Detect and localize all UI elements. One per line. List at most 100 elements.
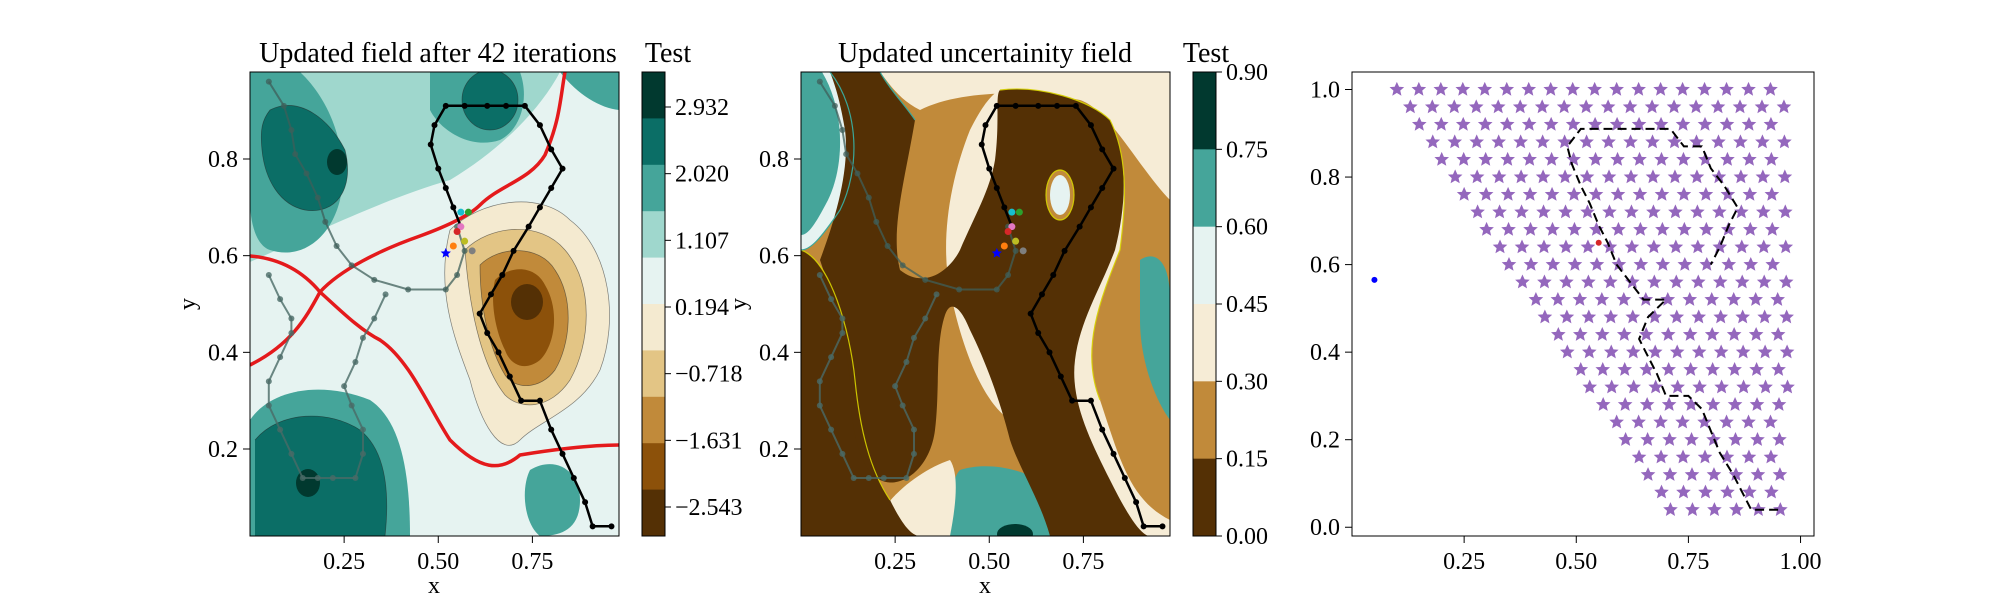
- candidate-point: [1008, 208, 1016, 216]
- agent-path-node: [839, 127, 846, 133]
- y-tick-label: 0.2: [1310, 428, 1340, 454]
- planned-path-node: [1035, 330, 1042, 336]
- planned-path-node: [1099, 185, 1106, 191]
- colorbar-tick-label: −0.718: [675, 362, 743, 388]
- planned-path-node: [536, 122, 543, 129]
- x-tick-label: 1.00: [1780, 549, 1822, 575]
- colorbar-segment: [642, 164, 665, 212]
- field-colorbar: 2.932 2.020 1.107 0.194 −0.718 −1.631 −2.543: [641, 71, 743, 537]
- visited-path-node: [910, 426, 917, 433]
- agent-path-node: [454, 272, 461, 278]
- visited-path-node: [828, 426, 835, 433]
- planned-path-node: [487, 291, 494, 298]
- planned-path-node: [1133, 499, 1140, 506]
- y-tick-label: 0.6: [1310, 253, 1340, 279]
- colorbar-segment: [1193, 381, 1216, 460]
- y-tick-label: 0.2: [208, 437, 238, 463]
- visited-path-node: [277, 296, 284, 303]
- visited-path-node: [359, 450, 366, 457]
- visited-path-node: [382, 291, 389, 298]
- planned-path-node: [435, 165, 442, 172]
- colorbar-segment: [1193, 226, 1216, 305]
- planned-path-node: [1001, 204, 1008, 211]
- visited-path-node: [839, 450, 846, 457]
- visited-path-node: [277, 426, 284, 433]
- x-tick-label: 0.50: [968, 549, 1010, 575]
- visited-path-node: [359, 426, 366, 433]
- agent-path-node: [442, 286, 449, 293]
- planned-path-node: [978, 141, 985, 148]
- agent-path-node: [371, 276, 378, 283]
- planned-path-node: [476, 310, 483, 317]
- visited-path-node: [910, 334, 917, 341]
- uncertainty-contours: [801, 72, 1170, 536]
- planned-path-node: [1159, 523, 1166, 530]
- uncertainty-ylabel: y: [726, 298, 752, 310]
- y-tick-label: 0.4: [1310, 340, 1340, 366]
- colorbar-tick-label: 0.194: [675, 295, 729, 321]
- colorbar-segment: [642, 489, 665, 537]
- visited-path-node: [880, 475, 887, 481]
- agent-path-node: [1012, 247, 1019, 254]
- colorbar-tick-label: 0.75: [1226, 137, 1268, 163]
- planned-path-node: [536, 397, 543, 404]
- candidate-point: [449, 242, 457, 250]
- agent-path-node: [280, 102, 287, 109]
- y-tick-label: 0.8: [759, 147, 789, 173]
- y-tick-label: 0.0: [1310, 515, 1340, 541]
- x-tick-label: 0.75: [1667, 549, 1709, 575]
- agent-path-node: [865, 194, 872, 201]
- y-tick-label: 1.0: [1310, 78, 1340, 104]
- visited-path-node: [839, 330, 846, 336]
- colorbar-segment: [642, 396, 665, 444]
- planned-path-node: [570, 475, 577, 481]
- planned-path-node: [582, 499, 589, 506]
- candidate-point: [1015, 208, 1023, 216]
- colorbar-frame: [641, 71, 666, 537]
- planned-path-node: [1069, 397, 1076, 404]
- colorbar-segment: [1193, 458, 1216, 537]
- field-ylabel: y: [175, 298, 201, 310]
- colorbar-tick-label: 0.15: [1226, 447, 1268, 473]
- visited-path-node: [352, 359, 359, 365]
- colorbar-segment: [642, 304, 665, 351]
- planned-path-node: [1099, 426, 1106, 433]
- field-xlabel: x: [428, 573, 440, 599]
- current-point: [1371, 276, 1378, 283]
- colorbar-tick-label: 0.60: [1226, 215, 1268, 241]
- uncertainty-path-layer: [816, 78, 1166, 530]
- planned-path-node: [525, 223, 532, 230]
- x-tick-label: 0.75: [1062, 549, 1104, 575]
- x-tick-label: 0.25: [323, 549, 365, 575]
- planned-path-node: [1061, 247, 1068, 254]
- y-tick-label: 0.8: [208, 147, 238, 173]
- planned-path-node: [536, 204, 543, 211]
- planned-path-node: [559, 450, 566, 457]
- agent-path-node: [956, 286, 963, 293]
- uncertainty-axes-frame: [800, 71, 1171, 537]
- planned-path-node: [431, 122, 438, 129]
- visited-path-node: [288, 330, 295, 336]
- agent-path-node: [922, 276, 929, 283]
- planned-path-node: [484, 330, 491, 336]
- x-tick-label: 0.75: [511, 549, 553, 575]
- visited-path-node: [371, 315, 378, 322]
- agent-path-node: [303, 170, 310, 177]
- colorbar-tick-label: 2.020: [675, 162, 729, 188]
- grid-panel: 0.25 0.50 0.75 1.00 0.0 0.2 0.4 0.6 0.8 1.0: [1310, 71, 1822, 575]
- agent-path-node: [1005, 272, 1012, 278]
- agent-path-node: [348, 262, 355, 269]
- planned-path-node: [1046, 349, 1053, 356]
- grid-axes-frame: [1351, 71, 1815, 537]
- field-axes: 0.25 0.50 0.75 0.2 0.4 0.6 0.8: [208, 147, 553, 575]
- planned-path-node: [993, 102, 1000, 109]
- colorbar-tick-label: 0.90: [1226, 60, 1268, 86]
- candidate-point: [457, 223, 465, 231]
- planned-path-node: [1072, 102, 1079, 109]
- visited-path-node: [277, 354, 284, 361]
- colorbar-tick-label: 0.30: [1226, 369, 1268, 395]
- planned-path-node: [1099, 146, 1106, 153]
- planned-path-node: [589, 523, 596, 530]
- agent-path-node: [854, 170, 861, 177]
- planned-path-node: [521, 102, 528, 109]
